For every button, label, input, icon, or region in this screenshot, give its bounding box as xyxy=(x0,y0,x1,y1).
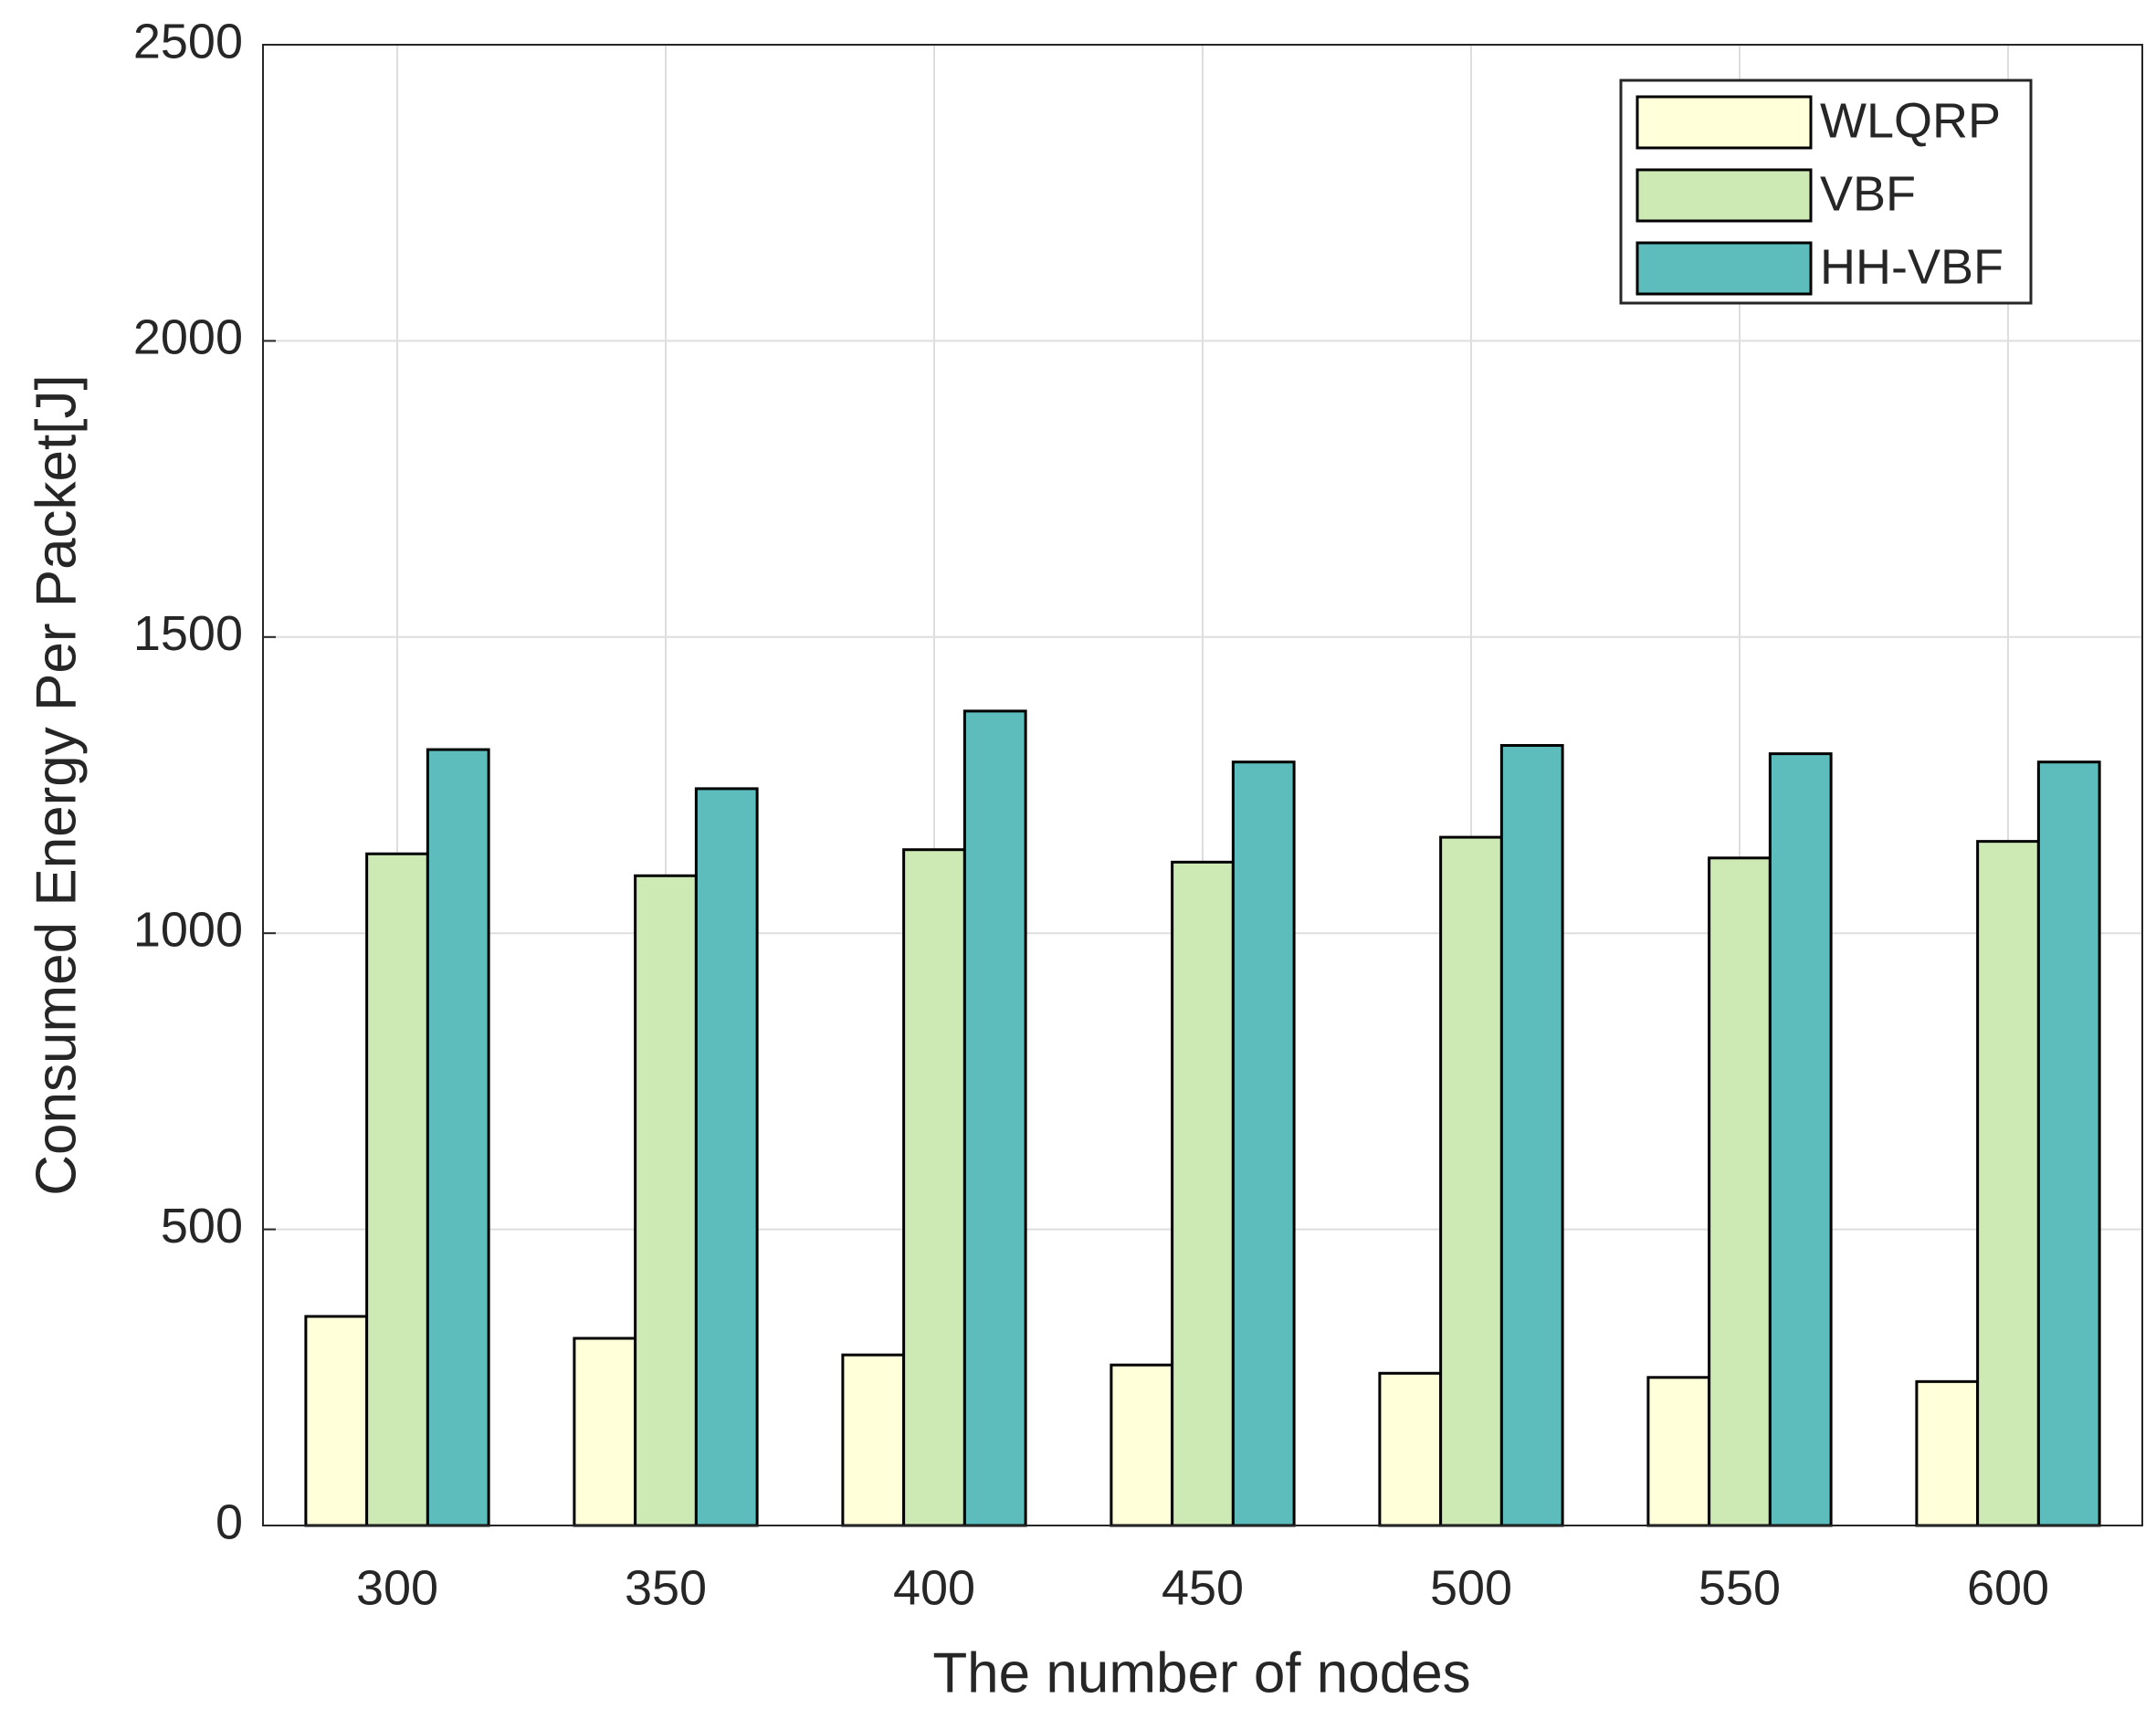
x-tick-label: 300 xyxy=(356,1560,438,1615)
bar xyxy=(2036,760,2101,1527)
x-tick-label: 500 xyxy=(1430,1560,1512,1615)
y-tick-label: 2000 xyxy=(133,310,243,365)
x-axis-label: The number of nodes xyxy=(932,1641,1470,1704)
y-tick-label: 0 xyxy=(216,1494,243,1549)
bar xyxy=(365,852,429,1527)
y-tick-label: 1000 xyxy=(133,902,243,957)
axes-box xyxy=(262,44,2143,1526)
bar xyxy=(1439,835,1503,1527)
bar xyxy=(1708,856,1772,1527)
bar xyxy=(694,787,759,1527)
legend-swatch xyxy=(1635,95,1813,150)
legend-swatch xyxy=(1635,241,1813,296)
bar xyxy=(1976,840,2040,1527)
x-tick-label: 600 xyxy=(1967,1560,2049,1615)
bar xyxy=(962,709,1027,1527)
bar xyxy=(634,874,698,1527)
bar xyxy=(1231,760,1296,1527)
x-tick-label: 450 xyxy=(1162,1560,1244,1615)
bar xyxy=(1499,744,1564,1527)
legend-swatch xyxy=(1635,168,1813,223)
bar xyxy=(1915,1379,1980,1527)
y-tick-label: 2500 xyxy=(133,14,243,68)
bar xyxy=(902,848,966,1527)
bar xyxy=(1110,1363,1174,1527)
x-tick-label: 400 xyxy=(893,1560,975,1615)
y-tick-label: 500 xyxy=(161,1199,243,1253)
y-axis-label: Consumed Energy Per Packet[J] xyxy=(25,374,88,1195)
bar xyxy=(426,748,490,1527)
bar xyxy=(1768,752,1833,1527)
bar xyxy=(1646,1376,1711,1527)
x-tick-label: 550 xyxy=(1699,1560,1781,1615)
bar xyxy=(304,1315,369,1527)
y-tick-label: 1500 xyxy=(133,606,243,661)
x-tick-label: 350 xyxy=(625,1560,707,1615)
bar xyxy=(1378,1371,1443,1527)
bar xyxy=(1171,860,1235,1527)
legend-label: WLQRP xyxy=(1820,93,2001,148)
bar xyxy=(573,1337,637,1527)
legend-label: VBF xyxy=(1820,166,1916,221)
legend-label: HH-VBF xyxy=(1820,239,2004,294)
bar xyxy=(841,1353,906,1527)
